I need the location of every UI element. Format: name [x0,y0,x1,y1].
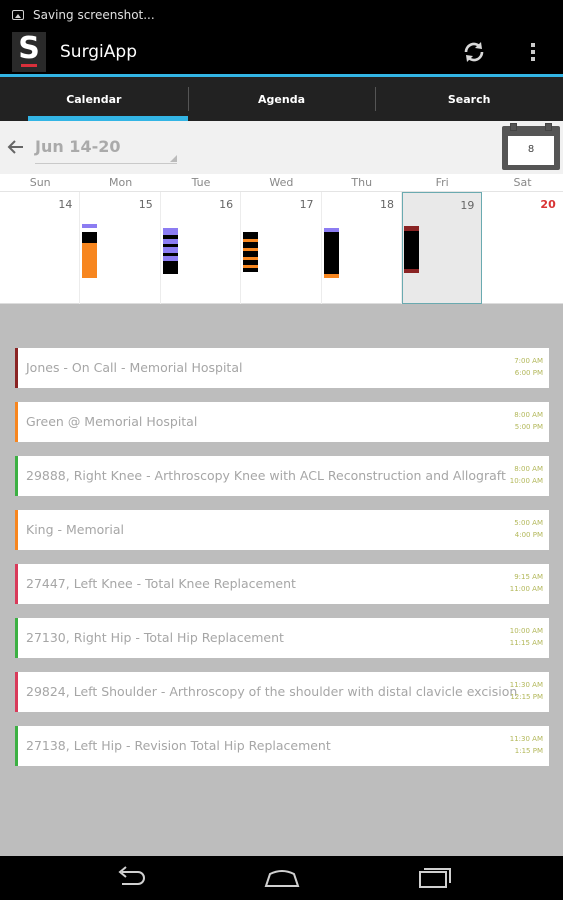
agenda-event[interactable]: King - Memorial 5:00 AM 4:00 PM [15,510,549,550]
screenshot-icon [12,10,24,20]
event-start-time: 10:00 AM [509,627,543,635]
day-of-week-label: Fri [435,176,449,189]
event-title: Green @ Memorial Hospital [26,414,198,429]
agenda-event[interactable]: Green @ Memorial Hospital 8:00 AM 5:00 P… [15,402,549,442]
week-header: Sun Mon Tue Wed Thu Fri Sat [0,174,563,192]
day-number: 20 [540,198,556,211]
event-start-time: 11:30 AM [509,681,543,689]
day-cell-fri[interactable]: 19 [401,192,483,304]
event-end-time: 11:00 AM [509,585,543,593]
calendar-icon: 8 [508,136,554,165]
app-logo[interactable]: S [12,32,46,72]
day-event-summary [82,224,98,278]
day-of-week-label: Thu [351,176,373,189]
agenda-list: Jones - On Call - Memorial Hospital 7:00… [0,304,563,856]
day-event-summary [323,228,339,278]
week-grid: 14 15 16 17 [0,192,563,304]
action-bar: S SurgiApp [0,30,563,74]
day-event-summary [162,228,178,274]
event-title: 27138, Left Hip - Revision Total Hip Rep… [26,738,331,753]
agenda-event[interactable]: 29824, Left Shoulder - Arthroscopy of th… [15,672,549,712]
status-notification: Saving screenshot... [33,8,155,22]
day-number: 16 [219,198,234,211]
day-cell-thu[interactable]: 18 [322,192,402,304]
event-end-time: 5:00 PM [514,423,543,431]
day-event-summary [403,226,419,273]
status-bar: Saving screenshot... [0,0,563,30]
day-number: 18 [379,198,394,211]
agenda-event[interactable]: 27130, Right Hip - Total Hip Replacement… [15,618,549,658]
event-end-time: 1:15 PM [514,747,543,755]
event-end-time: 11:15 AM [509,639,543,647]
day-number: 17 [299,198,314,211]
nav-back-icon[interactable] [110,866,150,890]
week-range-label: Jun 14-20 [35,137,121,156]
event-title: 27130, Right Hip - Total Hip Replacement [26,630,284,645]
system-nav-bar [0,856,563,900]
day-cell-mon[interactable]: 15 [80,192,161,304]
overflow-menu-icon[interactable] [523,37,543,67]
logo-accent [21,64,37,67]
event-end-time: 6:00 PM [514,369,543,377]
nav-recents-icon[interactable] [414,866,454,890]
event-end-time: 10:00 AM [509,477,543,485]
event-start-time: 7:00 AM [514,357,543,365]
event-start-time: 8:00 AM [514,411,543,419]
back-arrow-icon[interactable] [6,137,26,157]
event-start-time: 9:15 AM [514,573,543,581]
today-day-label: 8 [527,144,535,155]
week-range-spinner[interactable]: Jun 14-20 [35,137,177,164]
day-of-week-label: Tue [191,176,211,189]
nav-home-icon[interactable] [262,866,302,890]
event-title: Jones - On Call - Memorial Hospital [26,360,243,375]
event-start-time: 5:00 AM [514,519,543,527]
agenda-event[interactable]: 29888, Right Knee - Arthroscopy Knee wit… [15,456,549,496]
tab-calendar[interactable]: Calendar [0,77,188,121]
today-button[interactable]: 8 [502,123,560,170]
day-cell-sun[interactable]: 14 [0,192,81,304]
agenda-event[interactable]: 27447, Left Knee - Total Knee Replacemen… [15,564,549,604]
event-title: 29824, Left Shoulder - Arthroscopy of th… [26,684,518,699]
logo-letter: S [18,31,40,66]
event-start-time: 11:30 AM [509,735,543,743]
day-of-week-label: Mon [108,176,133,189]
refresh-icon[interactable] [459,37,489,67]
day-cell-tue[interactable]: 16 [161,192,242,304]
event-end-time: 12:15 PM [510,693,543,701]
app-title: SurgiApp [60,42,137,62]
day-of-week-label: Wed [269,176,294,189]
day-of-week-label: Sun [29,176,51,189]
action-bar-divider [0,74,563,77]
day-number: 15 [138,198,153,211]
day-number: 19 [460,199,475,212]
day-of-week-label: Sat [513,176,532,189]
agenda-event[interactable]: Jones - On Call - Memorial Hospital 7:00… [15,348,549,388]
event-title: 29888, Right Knee - Arthroscopy Knee wit… [26,468,506,483]
tab-bar: Calendar Agenda Search [0,77,563,121]
day-cell-sat[interactable]: 20 [482,192,562,304]
event-end-time: 4:00 PM [514,531,543,539]
tab-search[interactable]: Search [375,77,563,121]
day-event-summary [243,232,259,272]
day-cell-wed[interactable]: 17 [241,192,322,304]
event-title: 27447, Left Knee - Total Knee Replacemen… [26,576,296,591]
tab-agenda[interactable]: Agenda [187,77,376,121]
agenda-event[interactable]: 27138, Left Hip - Revision Total Hip Rep… [15,726,549,766]
event-start-time: 8:00 AM [514,465,543,473]
event-title: King - Memorial [26,522,125,537]
calendar-toolbar: Jun 14-20 [0,121,563,174]
day-number: 14 [58,198,73,211]
